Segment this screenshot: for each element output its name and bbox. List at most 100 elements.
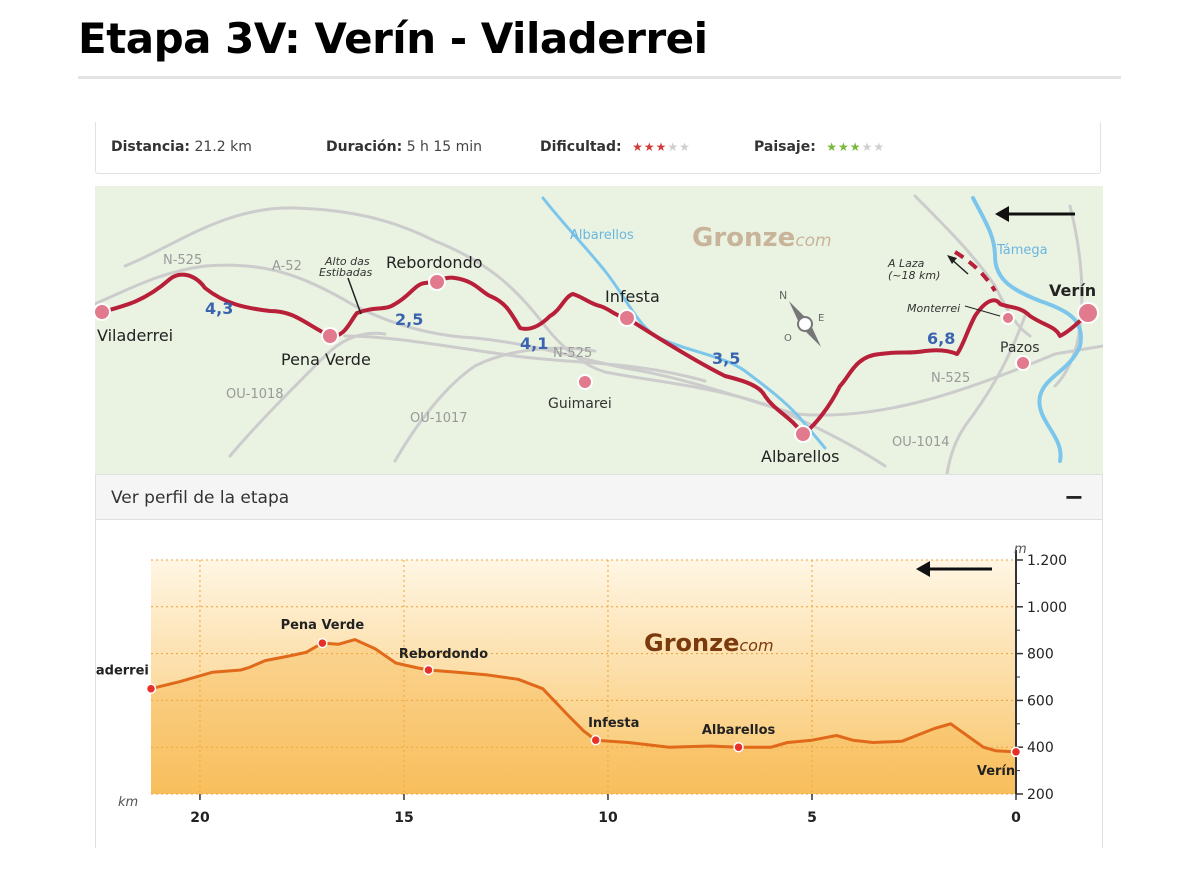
profile-direction-arrowhead-icon <box>916 561 930 577</box>
landscape-stars-icon: ★★★★★ <box>826 140 885 154</box>
marker-infesta[interactable] <box>618 309 636 327</box>
road-label-n525-east: N-525 <box>931 371 970 386</box>
y-axis-unit: m <box>1014 542 1027 557</box>
road-label-a52: A-52 <box>272 259 302 274</box>
laza-label-line1: A Laza <box>887 257 925 270</box>
star-icon: ★ <box>826 140 839 154</box>
distance-info: Distancia: 21.2 km <box>111 139 252 155</box>
marker-verin[interactable] <box>1077 302 1099 324</box>
stage-info-bar: Distancia: 21.2 km Duración: 5 h 15 min … <box>95 122 1101 174</box>
x-tick-label: 20 <box>190 810 210 826</box>
marker-guimarei[interactable] <box>577 374 593 390</box>
compass-n-label: N <box>779 289 787 302</box>
road-label-n525-west: N-525 <box>163 253 202 268</box>
river-label-tamega: Támega <box>996 243 1048 258</box>
marker-viladerrei[interactable] <box>95 303 111 321</box>
duration-info: Duración: 5 h 15 min <box>326 139 482 155</box>
town-label-guimarei: Guimarei <box>548 396 612 412</box>
road-ou1018 <box>228 331 387 458</box>
y-tick-label: 200 <box>1027 787 1054 803</box>
river-label-albarellos: Albarellos <box>570 228 634 243</box>
town-label-verin: Verín <box>1049 281 1096 300</box>
distance-value: 21.2 km <box>194 139 252 155</box>
difficulty-info: Dificultad: ★★★★★ <box>540 139 691 155</box>
star-icon: ★ <box>632 140 644 154</box>
laza-label-line2: (~18 km) <box>888 269 940 282</box>
star-icon: ★ <box>667 140 680 154</box>
star-icon: ★ <box>655 140 668 154</box>
road-north <box>913 194 1032 338</box>
profile-panel: 20 15 10 5 0 1.200 1.000 800 600 400 200 Viladerre… <box>77 520 1103 848</box>
pass-label-line2: Estibadas <box>319 266 372 279</box>
landscape-label: Paisaje: <box>754 139 816 155</box>
distance-label-3: 4,1 <box>520 334 548 353</box>
marker-rebordondo[interactable] <box>428 273 446 291</box>
marker-monterrei[interactable] <box>1001 311 1015 325</box>
duration-label: Duración: <box>326 139 403 155</box>
y-tick-label: 600 <box>1027 693 1054 709</box>
waypoint-label: Verín <box>977 764 1015 779</box>
road-ou1014 <box>945 314 1027 474</box>
town-label-infesta: Infesta <box>605 287 660 306</box>
y-tick-label: 400 <box>1027 740 1054 756</box>
y-tick-label: 1.000 <box>1027 600 1067 616</box>
duration-value: 5 h 15 min <box>406 139 483 155</box>
elevation-profile-chart: 20 15 10 5 0 1.200 1.000 800 600 400 200 Viladerre… <box>77 542 1067 826</box>
road-label-ou1014: OU-1014 <box>892 435 950 450</box>
star-icon: ★ <box>679 140 691 154</box>
waypoint-label: Viladerrei <box>96 664 149 679</box>
profile-header-label: Ver perfil de la etapa <box>111 488 290 508</box>
waypoint-marker[interactable] <box>317 637 328 649</box>
marker-pena-verde[interactable] <box>321 327 339 345</box>
pass-label-line1: Alto das <box>324 255 370 268</box>
x-axis-unit: km <box>118 795 138 810</box>
x-tick-label: 5 <box>807 810 817 826</box>
town-markers <box>95 273 1099 443</box>
waypoint-marker[interactable] <box>590 734 601 746</box>
star-icon: ★ <box>838 140 850 154</box>
marker-pazos[interactable] <box>1015 355 1031 371</box>
laza-arrowhead-icon <box>947 255 957 264</box>
direction-arrowhead-icon <box>995 206 1009 222</box>
marker-albarellos[interactable] <box>794 425 812 443</box>
route-map[interactable]: Gronzecom Viladerrei Pena Verde Rebordon… <box>95 186 1103 474</box>
waypoint-marker[interactable] <box>423 664 434 676</box>
distance-label-5: 6,8 <box>927 329 955 348</box>
axes: 20 15 10 5 0 1.200 1.000 800 600 400 200 <box>190 550 1067 826</box>
distance-label: Distancia: <box>111 139 191 155</box>
star-icon: ★ <box>861 140 874 154</box>
waypoint-marker[interactable] <box>1010 746 1022 758</box>
road-misc <box>343 334 707 383</box>
town-label-monterrei: Monterrei <box>907 302 960 315</box>
elevation-area <box>150 638 1017 794</box>
distance-label-2: 2,5 <box>395 310 423 329</box>
x-tick-label: 0 <box>1011 810 1021 826</box>
profile-toggle-header[interactable]: Ver perfil de la etapa − <box>95 474 1103 520</box>
town-label-pazos: Pazos <box>1000 340 1040 356</box>
landscape-info: Paisaje: ★★★★★ <box>754 139 885 155</box>
compass-icon <box>788 301 822 347</box>
collapse-button[interactable]: − <box>1063 483 1084 511</box>
route-map-svg: Gronzecom Viladerrei Pena Verde Rebordon… <box>95 194 1103 474</box>
waypoint-label: Rebordondo <box>399 647 488 662</box>
waypoint-label: Pena Verde <box>281 618 365 633</box>
difficulty-label: Dificultad: <box>540 139 622 155</box>
waypoint-label: Infesta <box>588 716 639 731</box>
title-divider <box>78 76 1121 79</box>
town-label-pena-verde: Pena Verde <box>281 350 371 369</box>
road-label-ou1017: OU-1017 <box>410 411 468 426</box>
town-label-rebordondo: Rebordondo <box>386 253 483 272</box>
waypoints: Viladerrei Pena Verde Rebordondo Infesta Alb… <box>77 618 1022 779</box>
waypoint-marker[interactable] <box>145 683 157 694</box>
road-ou1017 <box>393 346 597 463</box>
star-icon: ★ <box>849 140 862 154</box>
town-label-albarellos: Albarellos <box>761 447 839 466</box>
page-title: Etapa 3V: Verín - Viladerrei <box>78 14 708 63</box>
map-brand: Gronzecom <box>692 223 832 253</box>
difficulty-stars-icon: ★★★★★ <box>632 140 691 154</box>
elevation-fill <box>151 639 1016 794</box>
road-n525 <box>95 263 1103 417</box>
compass-e-label: E <box>818 313 824 324</box>
waypoint-marker[interactable] <box>733 741 744 753</box>
y-tick-label: 800 <box>1027 647 1054 663</box>
